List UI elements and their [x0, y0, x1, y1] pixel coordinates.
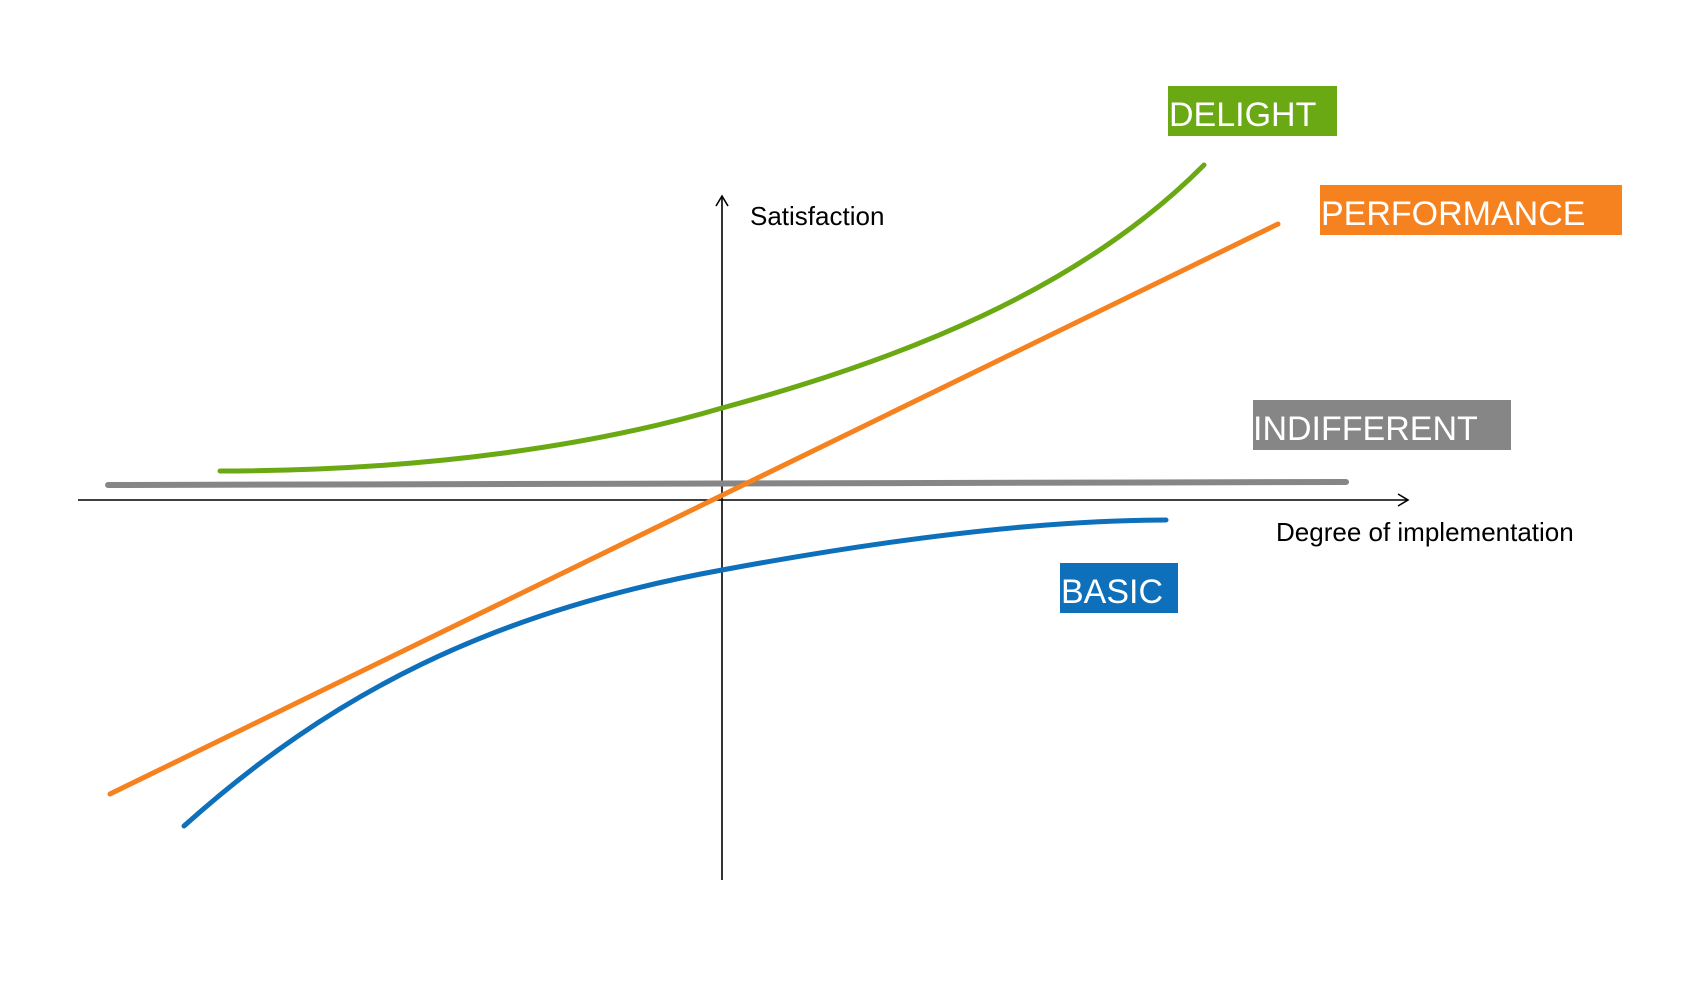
delight-curve — [217, 162, 1207, 474]
indifferent-badge: INDIFFERENT — [1253, 400, 1511, 450]
performance-label: PERFORMANCE — [1321, 195, 1585, 233]
delight-badge: DELIGHT — [1168, 86, 1337, 136]
indifferent-curve — [105, 479, 1349, 488]
basic-label: BASIC — [1061, 573, 1163, 611]
indifferent-label: INDIFFERENT — [1253, 410, 1478, 448]
basic-badge: BASIC — [1060, 563, 1178, 613]
performance-badge: PERFORMANCE — [1320, 185, 1622, 235]
y-axis-label: Satisfaction — [750, 201, 884, 231]
performance-curve — [107, 221, 1281, 797]
x-axis-label: Degree of implementation — [1276, 517, 1574, 547]
basic-curve — [181, 517, 1169, 829]
delight-label: DELIGHT — [1169, 96, 1316, 134]
